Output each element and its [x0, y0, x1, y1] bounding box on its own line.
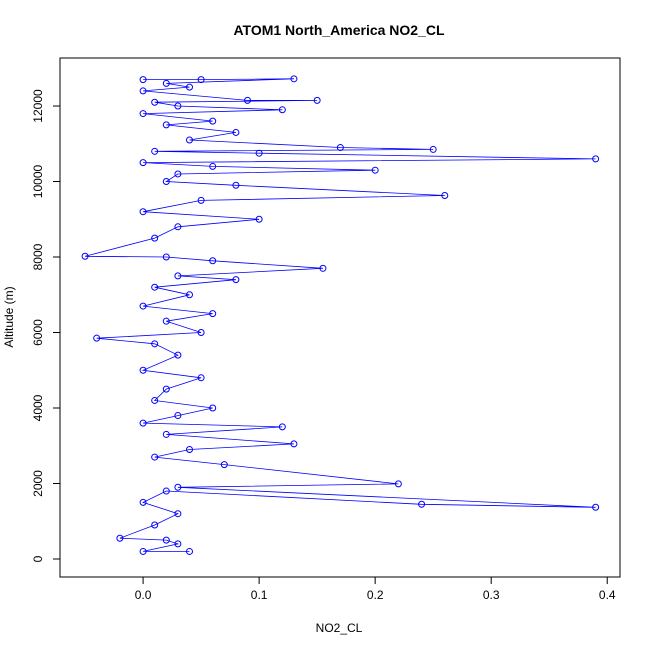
data-point [174, 412, 182, 420]
data-point [151, 521, 159, 529]
data-point [162, 178, 170, 186]
data-point [174, 170, 182, 178]
data-point [197, 196, 205, 204]
data-point [185, 547, 193, 555]
data-point [162, 79, 170, 87]
data-point [139, 419, 147, 427]
chart-title: ATOM1 North_America NO2_CL [233, 22, 445, 38]
data-point [139, 547, 147, 555]
data-point [244, 96, 252, 104]
data-point [185, 446, 193, 454]
data-point [371, 166, 379, 174]
data-point [197, 329, 205, 337]
data-point [290, 440, 298, 448]
data-point [209, 310, 217, 318]
x-axis-label: NO2_CL [316, 621, 363, 635]
y-tick-label: 10000 [31, 165, 45, 199]
data-point [162, 487, 170, 495]
data-point [185, 83, 193, 91]
data-point [174, 102, 182, 110]
data-point [232, 128, 240, 136]
data-point [174, 510, 182, 518]
data-point [232, 276, 240, 284]
x-tick-label: 0.4 [599, 588, 616, 602]
data-point [174, 272, 182, 280]
data-point [139, 302, 147, 310]
data-point [220, 461, 228, 469]
data-point [209, 257, 217, 265]
y-tick-label: 8000 [31, 243, 45, 270]
data-point [255, 215, 263, 223]
data-point [209, 162, 217, 170]
data-point [162, 317, 170, 325]
data-point [185, 136, 193, 144]
data-point [116, 534, 124, 542]
data-point [197, 374, 205, 382]
data-point [592, 503, 600, 511]
plot-frame [59, 57, 621, 578]
data-point [197, 76, 205, 84]
y-tick-label: 6000 [31, 319, 45, 346]
y-axis-label: Altitude (m) [2, 286, 16, 347]
data-point [313, 96, 321, 104]
data-point [151, 283, 159, 291]
data-point [151, 147, 159, 155]
data-point [441, 191, 449, 199]
x-tick-label: 0.1 [251, 588, 268, 602]
data-point [290, 75, 298, 83]
data-point [162, 536, 170, 544]
y-tick-label: 4000 [31, 394, 45, 421]
data-point [319, 264, 327, 272]
y-tick-label: 2000 [31, 470, 45, 497]
data-point [278, 423, 286, 431]
data-point [278, 106, 286, 114]
data-point [139, 498, 147, 506]
x-tick-label: 0.0 [135, 588, 152, 602]
data-point [418, 500, 426, 508]
data-point [151, 340, 159, 348]
data-point [151, 453, 159, 461]
x-tick-label: 0.2 [367, 588, 384, 602]
y-tick-label: 12000 [31, 89, 45, 123]
data-point [162, 253, 170, 261]
data-point [232, 181, 240, 189]
data-point [139, 159, 147, 167]
data-point [151, 396, 159, 404]
data-point [162, 385, 170, 393]
data-point [174, 351, 182, 359]
y-tick-label: 0 [31, 555, 45, 562]
data-point [174, 483, 182, 491]
data-point [592, 155, 600, 163]
data-point [209, 117, 217, 125]
data-line [84, 78, 596, 552]
data-point [209, 404, 217, 412]
data-point [139, 87, 147, 95]
data-point [81, 252, 89, 260]
data-point [394, 480, 402, 488]
data-point [151, 98, 159, 106]
data-point [139, 76, 147, 84]
x-tick-label: 0.3 [483, 588, 500, 602]
data-point [429, 145, 437, 153]
data-point [255, 149, 263, 157]
data-point [185, 291, 193, 299]
data-point [139, 110, 147, 118]
data-point [139, 208, 147, 216]
data-point [162, 121, 170, 129]
data-point [174, 540, 182, 548]
data-point [174, 223, 182, 231]
data-point [336, 144, 344, 152]
data-point [139, 366, 147, 374]
data-point [93, 334, 101, 342]
data-point [162, 430, 170, 438]
data-point [151, 234, 159, 242]
